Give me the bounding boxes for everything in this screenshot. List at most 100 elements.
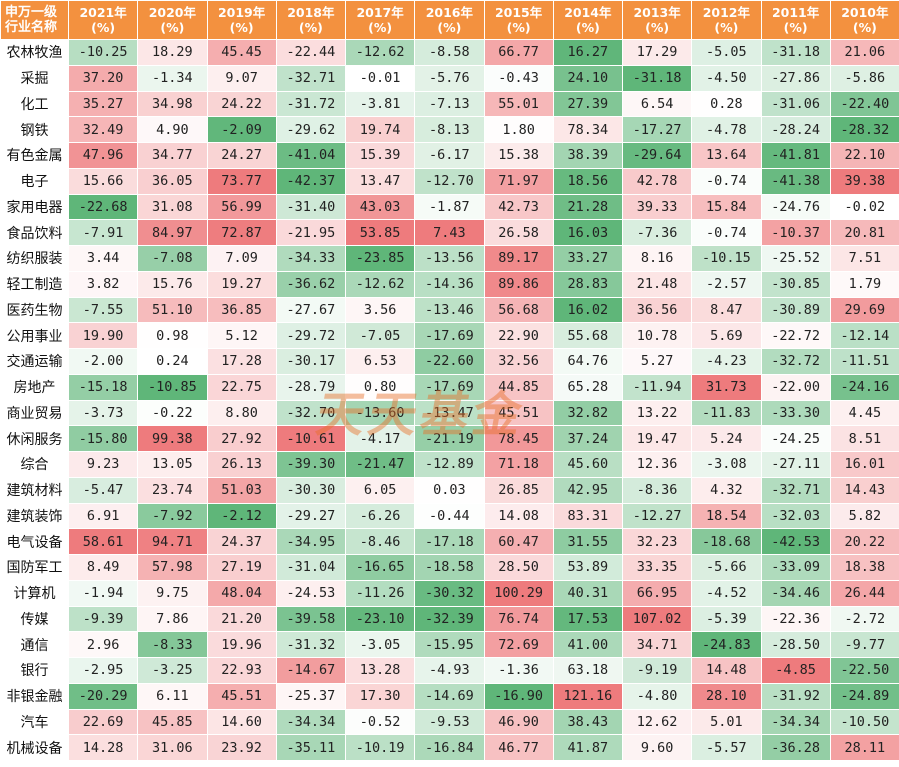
return-value-cell: -32.39 bbox=[414, 605, 485, 633]
return-value-cell: -23.85 bbox=[344, 245, 416, 272]
industry-name-cell: 建筑装饰 bbox=[0, 502, 69, 530]
return-value-cell: -22.60 bbox=[414, 348, 485, 375]
return-value-cell: -30.17 bbox=[275, 348, 347, 375]
year-label: 2016年 bbox=[425, 5, 474, 20]
return-value-cell: 26.85 bbox=[483, 476, 554, 504]
return-value-cell: 64.76 bbox=[552, 348, 624, 375]
return-value-cell: -2.72 bbox=[829, 605, 899, 633]
return-value-cell: -10.50 bbox=[829, 708, 899, 736]
return-value-cell: -31.18 bbox=[621, 64, 693, 92]
return-value-cell: 55.68 bbox=[552, 322, 624, 349]
return-value-cell: 7.51 bbox=[829, 245, 899, 272]
return-value-cell: -24.16 bbox=[829, 373, 899, 401]
table-row: 建筑装饰 6.91 -7.92 -2.12 -29.27 -6.26 -0.44 14.08 8… bbox=[0, 502, 899, 530]
return-value-cell: -7.91 bbox=[67, 219, 139, 246]
return-value-cell: -11.94 bbox=[621, 373, 693, 401]
return-value-cell: 39.33 bbox=[621, 193, 693, 221]
return-value-cell: 14.43 bbox=[829, 476, 899, 504]
return-value-cell: -5.86 bbox=[829, 64, 899, 92]
return-value-cell: -13.60 bbox=[344, 399, 416, 427]
return-value-cell: -17.69 bbox=[414, 373, 485, 401]
return-value-cell: 3.56 bbox=[344, 296, 416, 324]
return-value-cell: -31.40 bbox=[275, 193, 347, 221]
return-value-cell: 19.90 bbox=[67, 322, 139, 349]
return-value-cell: -8.58 bbox=[414, 39, 485, 66]
return-value-cell: 41.87 bbox=[552, 734, 624, 761]
return-value-cell: 42.73 bbox=[483, 193, 554, 221]
unit-label: (%) bbox=[506, 20, 531, 35]
return-value-cell: -21.95 bbox=[275, 219, 347, 246]
return-value-cell: 9.60 bbox=[621, 734, 693, 761]
year-label: 2019年 bbox=[217, 5, 266, 20]
return-value-cell: -5.66 bbox=[691, 554, 762, 581]
industry-name-cell: 综合 bbox=[0, 451, 69, 478]
return-value-cell: 8.49 bbox=[67, 554, 139, 581]
return-value-cell: 27.39 bbox=[552, 90, 624, 118]
year-label: 2014年 bbox=[564, 5, 612, 20]
return-value-cell: -6.26 bbox=[344, 502, 416, 530]
unit-label: (%) bbox=[783, 20, 808, 35]
return-value-cell: 33.35 bbox=[621, 554, 693, 581]
return-value-cell: 13.05 bbox=[137, 451, 208, 478]
return-value-cell: -5.57 bbox=[691, 734, 762, 761]
return-value-cell: -24.89 bbox=[829, 682, 899, 710]
return-value-cell: -20.29 bbox=[67, 682, 139, 710]
return-value-cell: 18.38 bbox=[829, 554, 899, 581]
return-value-cell: 31.55 bbox=[552, 528, 624, 555]
return-value-cell: 17.53 bbox=[552, 605, 624, 633]
return-value-cell: -28.32 bbox=[829, 116, 899, 143]
return-value-cell: 10.78 bbox=[621, 322, 693, 349]
table-row: 商业贸易 -3.73 -0.22 8.80 -32.70 -13.60 -13.47 45.5… bbox=[0, 399, 899, 427]
return-value-cell: 6.11 bbox=[137, 682, 208, 710]
return-value-cell: -5.47 bbox=[67, 476, 139, 504]
return-value-cell: -24.76 bbox=[760, 193, 831, 221]
return-value-cell: -8.33 bbox=[137, 631, 208, 658]
return-value-cell: 51.10 bbox=[137, 296, 208, 324]
return-value-cell: 1.79 bbox=[829, 270, 899, 298]
return-value-cell: -34.33 bbox=[275, 245, 347, 272]
return-value-cell: -10.37 bbox=[760, 219, 831, 246]
return-value-cell: -1.34 bbox=[137, 64, 208, 92]
return-value-cell: -4.50 bbox=[691, 64, 762, 92]
unit-label: (%) bbox=[298, 20, 323, 35]
return-value-cell: 5.69 bbox=[691, 322, 762, 349]
return-value-cell: 83.31 bbox=[552, 502, 624, 530]
return-value-cell: 0.80 bbox=[344, 373, 416, 401]
return-value-cell: 28.83 bbox=[552, 270, 624, 298]
return-value-cell: 107.02 bbox=[621, 605, 693, 633]
return-value-cell: 4.45 bbox=[829, 399, 899, 427]
return-value-cell: -31.92 bbox=[760, 682, 831, 710]
return-value-cell: 94.71 bbox=[137, 528, 208, 555]
return-value-cell: -16.84 bbox=[414, 734, 485, 761]
return-value-cell: 8.80 bbox=[206, 399, 277, 427]
year-label: 2018年 bbox=[287, 5, 335, 20]
return-value-cell: 46.77 bbox=[483, 734, 554, 761]
return-value-cell: -32.70 bbox=[275, 399, 347, 427]
return-value-cell: 21.48 bbox=[621, 270, 693, 298]
return-value-cell: -27.67 bbox=[275, 296, 347, 324]
table-row: 银行 -2.95 -3.25 22.93 -14.67 13.28 -4.93 -1.36 63… bbox=[0, 657, 899, 684]
return-value-cell: 38.39 bbox=[552, 142, 624, 169]
year-header: 2011年 (%) bbox=[760, 0, 831, 40]
return-value-cell: 5.27 bbox=[621, 348, 693, 375]
return-value-cell: 23.92 bbox=[206, 734, 277, 761]
return-value-cell: 14.28 bbox=[67, 734, 139, 761]
return-value-cell: -22.68 bbox=[67, 193, 139, 221]
unit-label: (%) bbox=[91, 20, 116, 35]
return-value-cell: 76.74 bbox=[483, 605, 554, 633]
return-value-cell: 44.85 bbox=[483, 373, 554, 401]
year-header: 2019年 (%) bbox=[206, 0, 277, 40]
return-value-cell: -41.04 bbox=[275, 142, 347, 169]
return-value-cell: 39.38 bbox=[829, 167, 899, 195]
year-header: 2018年 (%) bbox=[275, 0, 347, 40]
return-value-cell: 19.74 bbox=[344, 116, 416, 143]
return-value-cell: 19.27 bbox=[206, 270, 277, 298]
return-value-cell: -13.46 bbox=[414, 296, 485, 324]
return-value-cell: 22.69 bbox=[67, 708, 139, 736]
return-value-cell: 28.11 bbox=[829, 734, 899, 761]
return-value-cell: -21.19 bbox=[414, 425, 485, 452]
return-value-cell: 24.37 bbox=[206, 528, 277, 555]
table-row: 电子 15.66 36.05 73.77 -42.37 13.47 -12.70 71.97 1… bbox=[0, 167, 899, 195]
return-value-cell: 45.60 bbox=[552, 451, 624, 478]
